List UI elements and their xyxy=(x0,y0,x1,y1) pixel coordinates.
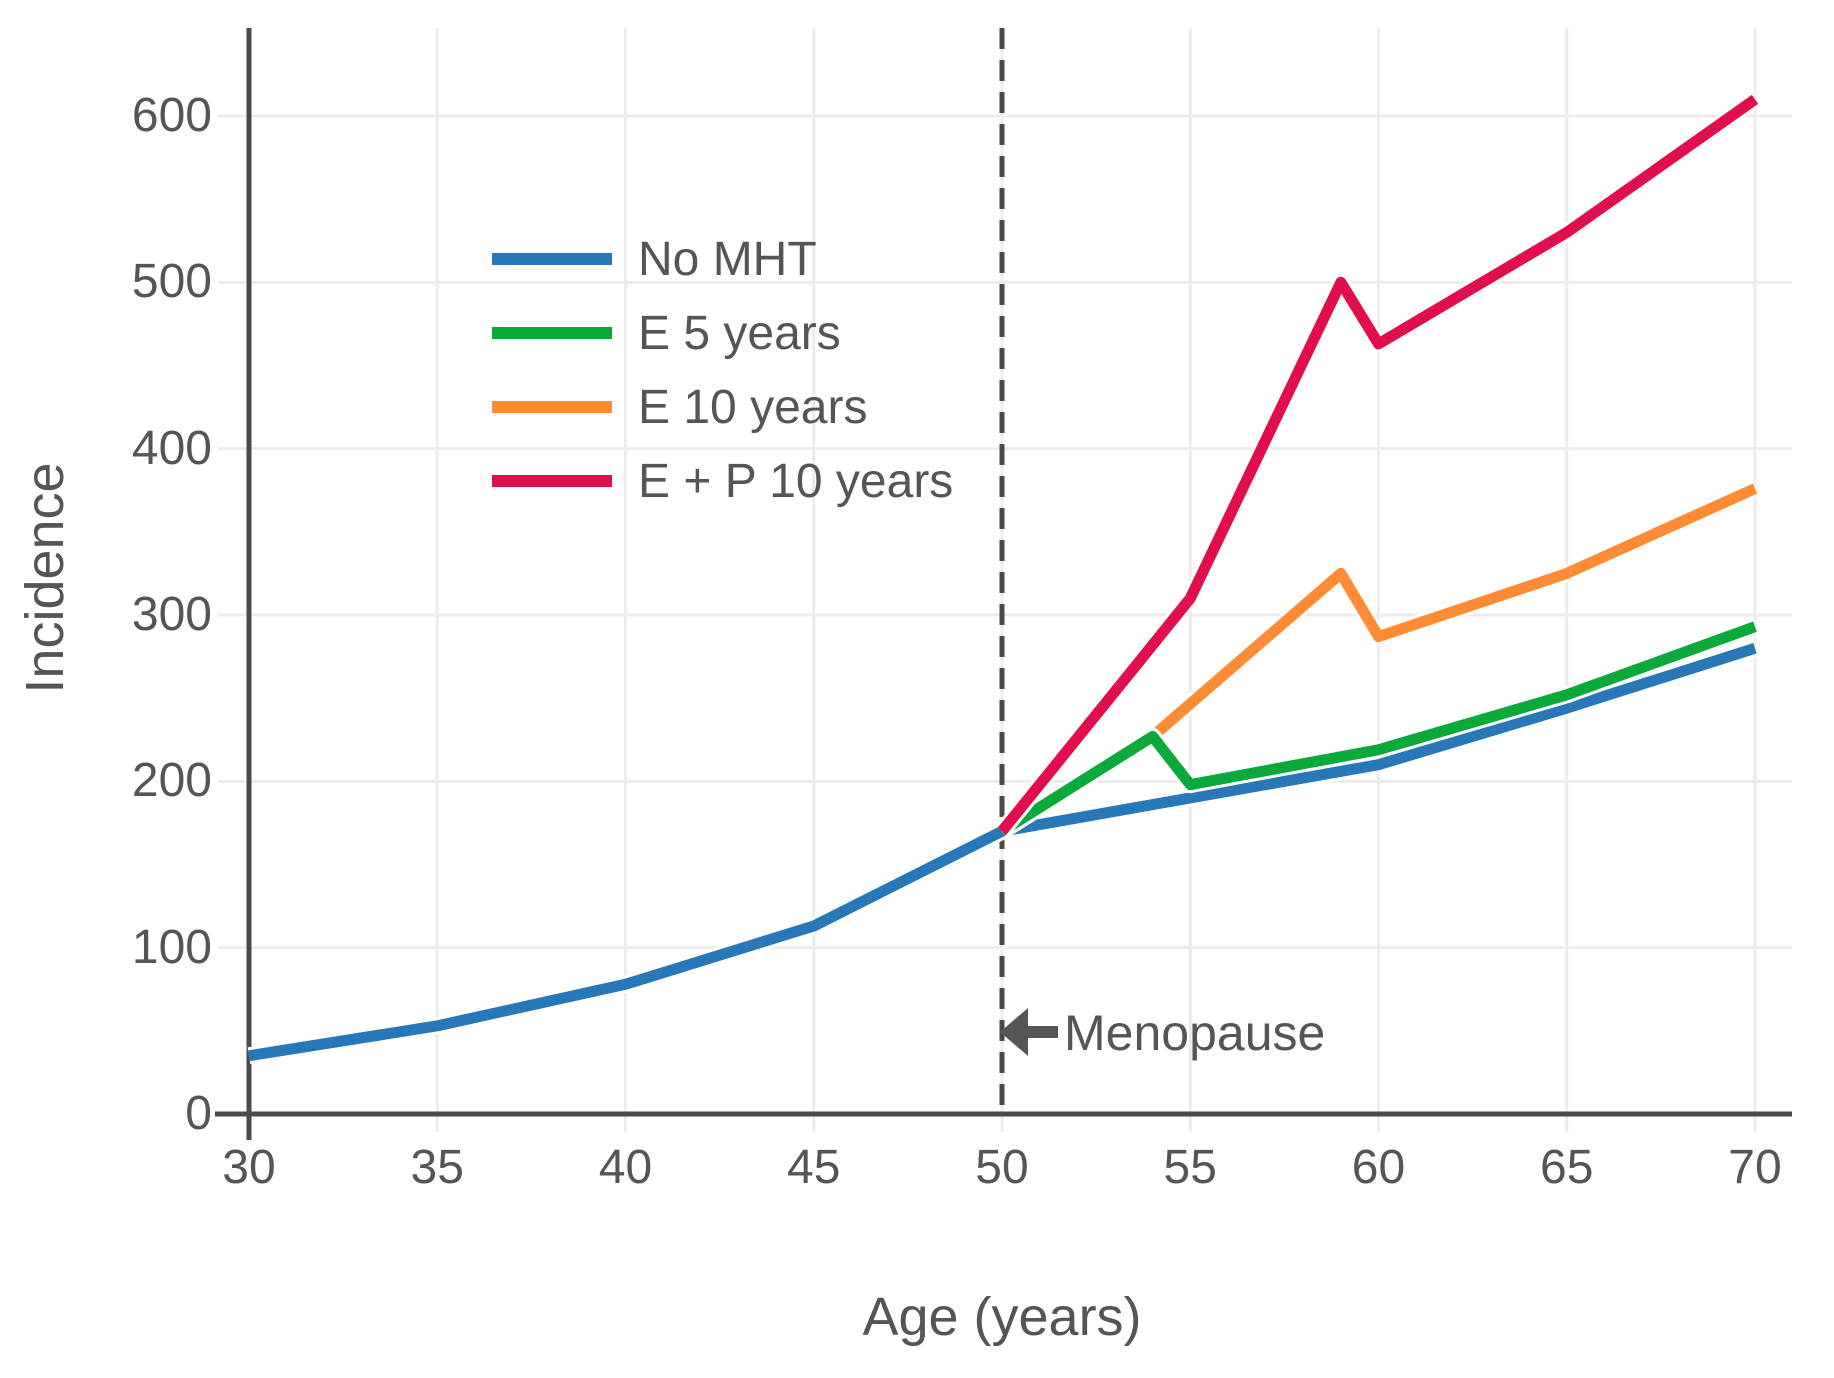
x-tick-label-50: 50 xyxy=(975,1141,1029,1194)
legend-label-2: E 10 years xyxy=(638,380,868,434)
x-tick-label-60: 60 xyxy=(1351,1141,1406,1194)
y-tick-label-400: 400 xyxy=(131,421,212,475)
legend-item-2: E 10 years xyxy=(492,370,953,444)
legend-item-0: No MHT xyxy=(492,222,953,296)
y-axis-title: Incidence xyxy=(15,462,75,694)
legend-swatch-3 xyxy=(492,475,612,487)
x-tick-label-40: 40 xyxy=(598,1141,653,1194)
data-series-lines xyxy=(247,92,1760,1065)
legend-label-3: E + P 10 years xyxy=(638,454,954,508)
menopause-arrow-icon xyxy=(1000,1008,1058,1056)
y-tick-label-300: 300 xyxy=(131,588,212,641)
legend-swatch-0 xyxy=(492,253,612,265)
x-tick-label-45: 45 xyxy=(787,1141,841,1194)
x-tick-label-55: 55 xyxy=(1163,1141,1217,1194)
legend-label-0: No MHT xyxy=(638,232,817,286)
arrow-shaft xyxy=(1026,1026,1058,1038)
arrow-head xyxy=(1000,1008,1028,1056)
x-axis-title: Age (years) xyxy=(862,1287,1142,1347)
menopause-annotation-label: Menopause xyxy=(1064,1005,1326,1061)
x-tick-label-65: 65 xyxy=(1540,1141,1594,1194)
legend-swatch-2 xyxy=(492,401,612,413)
y-tick-label-200: 200 xyxy=(131,754,212,808)
axes xyxy=(215,28,1792,1140)
y-tick-label-0: 0 xyxy=(185,1087,212,1140)
legend: No MHT E 5 years E 10 years E + P 10 years xyxy=(492,222,953,518)
x-tick-label-35: 35 xyxy=(410,1141,464,1194)
series-line-3 xyxy=(997,94,1759,835)
legend-label-1: E 5 years xyxy=(638,306,841,360)
x-tick-label-70: 70 xyxy=(1728,1141,1782,1194)
series-line-1 xyxy=(999,621,1757,836)
legend-item-3: E + P 10 years xyxy=(492,444,953,518)
x-tick-label-30: 30 xyxy=(222,1141,276,1194)
y-tick-label-100: 100 xyxy=(131,920,212,974)
legend-item-1: E 5 years xyxy=(492,296,953,370)
y-tick-label-500: 500 xyxy=(131,255,212,309)
y-tick-label-600: 600 xyxy=(131,89,212,142)
legend-swatch-1 xyxy=(492,327,612,339)
